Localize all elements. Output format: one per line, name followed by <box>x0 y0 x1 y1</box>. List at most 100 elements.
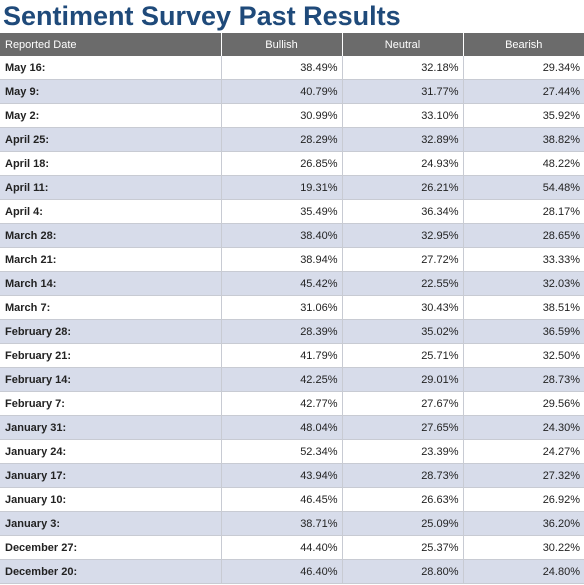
table-row: April 11: 19.31% 26.21% 54.48% <box>0 175 584 200</box>
cell-reported-date: March 21: <box>0 247 222 272</box>
cell-bullish: 38.71% <box>221 511 343 536</box>
cell-reported-date: April 18: <box>0 151 222 176</box>
cell-neutral: 30.43% <box>342 295 464 320</box>
cell-bearish: 48.22% <box>463 151 584 176</box>
cell-neutral: 22.55% <box>342 271 464 296</box>
cell-bearish: 28.73% <box>463 367 584 392</box>
cell-bearish: 28.17% <box>463 199 584 224</box>
cell-bearish: 36.59% <box>463 319 584 344</box>
header-row: Reported Date Bullish Neutral Bearish <box>0 33 584 56</box>
cell-bearish: 27.44% <box>463 79 584 104</box>
table-row: January 31: 48.04% 27.65% 24.30% <box>0 415 584 440</box>
cell-bullish: 19.31% <box>221 175 343 200</box>
cell-reported-date: March 7: <box>0 295 222 320</box>
cell-neutral: 29.01% <box>342 367 464 392</box>
cell-reported-date: January 17: <box>0 463 222 488</box>
cell-reported-date: January 31: <box>0 415 222 440</box>
cell-bearish: 24.27% <box>463 439 584 464</box>
cell-bullish: 43.94% <box>221 463 343 488</box>
table-header: Reported Date Bullish Neutral Bearish <box>0 33 584 56</box>
cell-bearish: 27.32% <box>463 463 584 488</box>
cell-bullish: 35.49% <box>221 199 343 224</box>
cell-reported-date: January 10: <box>0 487 222 512</box>
cell-reported-date: May 16: <box>0 56 222 80</box>
cell-neutral: 28.73% <box>342 463 464 488</box>
cell-bullish: 26.85% <box>221 151 343 176</box>
cell-bullish: 48.04% <box>221 415 343 440</box>
cell-neutral: 32.18% <box>342 56 464 80</box>
cell-reported-date: March 14: <box>0 271 222 296</box>
cell-bullish: 41.79% <box>221 343 343 368</box>
cell-bearish: 35.92% <box>463 103 584 128</box>
cell-neutral: 36.34% <box>342 199 464 224</box>
cell-reported-date: January 3: <box>0 511 222 536</box>
table-row: April 4: 35.49% 36.34% 28.17% <box>0 199 584 224</box>
table-row: March 14: 45.42% 22.55% 32.03% <box>0 271 584 296</box>
table-row: March 21: 38.94% 27.72% 33.33% <box>0 247 584 272</box>
cell-bearish: 29.34% <box>463 56 584 80</box>
table-row: March 28: 38.40% 32.95% 28.65% <box>0 223 584 248</box>
cell-bearish: 38.82% <box>463 127 584 152</box>
cell-reported-date: December 20: <box>0 559 222 584</box>
cell-bearish: 32.03% <box>463 271 584 296</box>
cell-reported-date: December 27: <box>0 535 222 560</box>
table-row: January 10: 46.45% 26.63% 26.92% <box>0 487 584 512</box>
table-row: February 28: 28.39% 35.02% 36.59% <box>0 319 584 344</box>
cell-reported-date: March 28: <box>0 223 222 248</box>
cell-bullish: 46.40% <box>221 559 343 584</box>
table-row: April 18: 26.85% 24.93% 48.22% <box>0 151 584 176</box>
table-row: December 27: 44.40% 25.37% 30.22% <box>0 535 584 560</box>
cell-bearish: 33.33% <box>463 247 584 272</box>
cell-neutral: 33.10% <box>342 103 464 128</box>
cell-neutral: 31.77% <box>342 79 464 104</box>
cell-bullish: 38.40% <box>221 223 343 248</box>
cell-reported-date: February 28: <box>0 319 222 344</box>
table-row: April 25: 28.29% 32.89% 38.82% <box>0 127 584 152</box>
cell-reported-date: April 4: <box>0 199 222 224</box>
table-row: February 21: 41.79% 25.71% 32.50% <box>0 343 584 368</box>
cell-bullish: 42.25% <box>221 367 343 392</box>
cell-reported-date: May 2: <box>0 103 222 128</box>
cell-neutral: 28.80% <box>342 559 464 584</box>
cell-neutral: 25.71% <box>342 343 464 368</box>
page-title: Sentiment Survey Past Results <box>3 1 401 31</box>
table-row: February 14: 42.25% 29.01% 28.73% <box>0 367 584 392</box>
cell-bullish: 30.99% <box>221 103 343 128</box>
cell-reported-date: February 14: <box>0 367 222 392</box>
table-row: January 3: 38.71% 25.09% 36.20% <box>0 511 584 536</box>
cell-neutral: 26.21% <box>342 175 464 200</box>
table-row: February 7: 42.77% 27.67% 29.56% <box>0 391 584 416</box>
cell-bullish: 38.94% <box>221 247 343 272</box>
table-row: May 9: 40.79% 31.77% 27.44% <box>0 79 584 104</box>
cell-reported-date: February 7: <box>0 391 222 416</box>
cell-neutral: 25.09% <box>342 511 464 536</box>
cell-bearish: 29.56% <box>463 391 584 416</box>
cell-neutral: 23.39% <box>342 439 464 464</box>
cell-bearish: 38.51% <box>463 295 584 320</box>
cell-neutral: 25.37% <box>342 535 464 560</box>
table-row: May 16: 38.49% 32.18% 29.34% <box>0 56 584 80</box>
cell-bearish: 26.92% <box>463 487 584 512</box>
cell-neutral: 32.89% <box>342 127 464 152</box>
cell-bullish: 44.40% <box>221 535 343 560</box>
cell-bullish: 52.34% <box>221 439 343 464</box>
header-bullish: Bullish <box>221 33 343 56</box>
cell-bullish: 42.77% <box>221 391 343 416</box>
cell-neutral: 27.72% <box>342 247 464 272</box>
table-row: January 24: 52.34% 23.39% 24.27% <box>0 439 584 464</box>
cell-reported-date: April 25: <box>0 127 222 152</box>
cell-neutral: 26.63% <box>342 487 464 512</box>
cell-neutral: 27.67% <box>342 391 464 416</box>
header-neutral: Neutral <box>342 33 464 56</box>
cell-neutral: 35.02% <box>342 319 464 344</box>
cell-bullish: 46.45% <box>221 487 343 512</box>
cell-bullish: 28.39% <box>221 319 343 344</box>
table-row: March 7: 31.06% 30.43% 38.51% <box>0 295 584 320</box>
cell-bearish: 24.30% <box>463 415 584 440</box>
cell-bullish: 40.79% <box>221 79 343 104</box>
cell-reported-date: January 24: <box>0 439 222 464</box>
cell-bearish: 30.22% <box>463 535 584 560</box>
cell-bullish: 31.06% <box>221 295 343 320</box>
table-body: May 16: 38.49% 32.18% 29.34% May 9: 40.79% 31.… <box>0 56 584 584</box>
cell-bearish: 54.48% <box>463 175 584 200</box>
